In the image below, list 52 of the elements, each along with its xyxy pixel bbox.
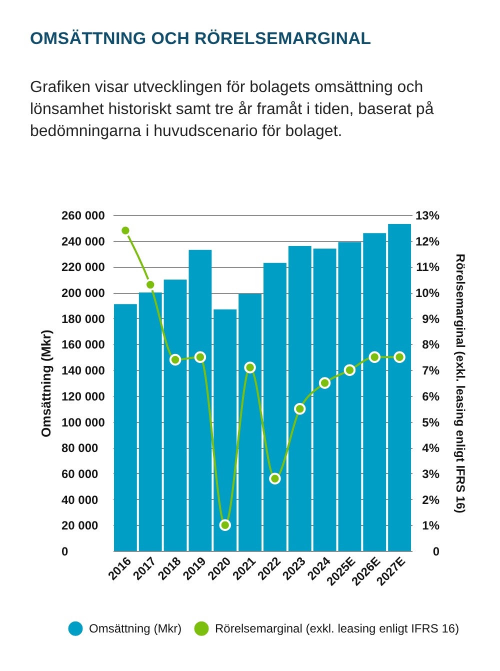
y-tick-label: 80 000 — [62, 441, 99, 456]
chart-title: OMSÄTTNING OCH RÖRELSEMARGINAL — [30, 29, 372, 49]
y2-tick-label: 3% — [422, 466, 440, 481]
y2-tick-label: 2% — [422, 492, 440, 507]
bar — [288, 246, 312, 551]
bar — [214, 309, 237, 551]
y2-tick-label: 5% — [422, 415, 440, 430]
y-tick-label: 0 — [62, 544, 68, 558]
y-tick-label: 100 000 — [62, 415, 106, 430]
y2-tick-label: 12% — [415, 234, 440, 248]
point — [269, 472, 281, 484]
y2-tick-label: 0 — [432, 544, 440, 558]
point — [394, 351, 406, 364]
legend-label: Omsättning (Mkr) — [89, 622, 182, 636]
bar — [363, 233, 386, 551]
point — [294, 402, 306, 415]
y-tick-label: 200 000 — [62, 286, 106, 300]
bar — [238, 294, 262, 551]
y-tick-label: 220 000 — [62, 260, 106, 274]
y-tick-label: 160 000 — [62, 338, 106, 352]
y2-tick-label: 1% — [422, 518, 440, 533]
y-tick-label: 240 000 — [62, 234, 106, 248]
y2-tick-label: 13% — [415, 208, 440, 222]
y-tick-label: 180 000 — [62, 312, 106, 326]
y2-tick-label: 6% — [422, 389, 440, 404]
y-tick-label: 40 000 — [62, 492, 99, 507]
point — [318, 377, 331, 389]
y-tick-label: 260 000 — [62, 208, 106, 222]
point — [194, 351, 206, 364]
y2-tick-label: 10% — [415, 286, 440, 300]
point — [169, 354, 182, 366]
bar — [114, 304, 137, 551]
point — [368, 351, 380, 364]
y2-tick-label: 7% — [422, 364, 440, 378]
y-tick-label: 60 000 — [62, 466, 99, 481]
y2-tick-label: 4% — [422, 441, 440, 456]
legend-label: Rörelsemarginal (exkl. leasing enligt IFRS 16) — [215, 622, 460, 636]
point — [344, 364, 356, 376]
y-tick-label: 20 000 — [62, 518, 99, 533]
chart-subtitle: Grafiken visar utvecklingen för bolagets omsättning och lönsamhet historiskt samt tre år framåt i tiden, baserat på bedömningarna i huvudscenario för bolaget. — [30, 78, 435, 142]
y2-tick-label: 9% — [422, 312, 440, 326]
point — [219, 519, 231, 532]
y2-axis-title: Rörelsemarginal (exkl. leasing enligt IFRS 16) — [454, 254, 468, 514]
bar — [263, 262, 286, 551]
y-axis-title: Omsättning (Mkr) — [38, 330, 54, 438]
bar — [138, 292, 162, 551]
y-tick-label: 140 000 — [62, 364, 106, 378]
bar — [388, 224, 412, 551]
y2-tick-label: 11% — [416, 260, 440, 274]
y-tick-label: 120 000 — [62, 389, 106, 404]
y2-tick-label: 8% — [422, 338, 440, 352]
point — [244, 362, 256, 374]
